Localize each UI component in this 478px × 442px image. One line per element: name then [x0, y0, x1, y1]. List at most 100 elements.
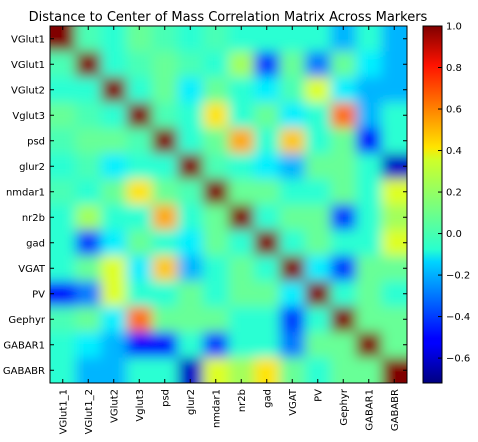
y-tick-label: VGAT	[18, 264, 46, 275]
y-tick-label: nmdar1	[6, 187, 45, 198]
heatmap-cell	[126, 102, 153, 129]
heatmap-cell	[356, 255, 382, 282]
heatmap-cell	[305, 179, 331, 205]
heatmap-cell	[279, 332, 306, 358]
heatmap-cell	[254, 357, 280, 383]
heatmap-cell	[330, 357, 357, 383]
colorbar-tick-label: 0.4	[446, 146, 462, 157]
heatmap-cell	[381, 128, 407, 154]
heatmap-cell	[330, 204, 357, 231]
x-tick-label: psd	[160, 389, 171, 407]
heatmap-cell	[126, 179, 153, 205]
heatmap-cell	[305, 230, 331, 256]
heatmap-cell	[177, 102, 204, 129]
heatmap-cell	[254, 153, 280, 180]
heatmap-cell	[50, 204, 76, 231]
heatmap-cell	[305, 204, 331, 231]
heatmap-cell	[101, 204, 127, 231]
heatmap-cell	[381, 102, 407, 129]
heatmap-cell	[203, 230, 229, 256]
heatmap-cell	[203, 51, 229, 78]
heatmap-cell	[279, 51, 306, 78]
heatmap-cell	[152, 332, 178, 358]
heatmap-cell	[279, 153, 306, 180]
heatmap-cell	[228, 306, 255, 333]
heatmap-cell	[330, 332, 357, 358]
heatmap-cell	[101, 179, 127, 205]
heatmap-cell	[50, 255, 76, 282]
heatmap-cell	[101, 332, 127, 358]
heatmap-cell	[228, 281, 255, 307]
heatmap-cell	[279, 281, 306, 307]
heatmap-cell	[330, 26, 357, 52]
heatmap-cell	[356, 51, 382, 78]
heatmap-cell	[203, 77, 229, 103]
heatmap-cell	[126, 153, 153, 180]
heatmap-cell	[228, 204, 255, 231]
heatmap-cell	[126, 204, 153, 231]
heatmap-cell	[356, 26, 382, 52]
heatmap-cell	[177, 357, 204, 383]
heatmap-cell	[381, 332, 407, 358]
heatmap-cell	[126, 230, 153, 256]
heatmap-cell	[75, 306, 102, 333]
heatmap-cell	[254, 332, 280, 358]
heatmap-cell	[203, 128, 229, 154]
colorbar: 1.0 0.8 0.6 0.4 0.2 0.0 −0.2 −0.4 −0.6	[422, 22, 470, 384]
heatmap-cell	[75, 102, 102, 129]
heatmap-cell	[356, 179, 382, 205]
colorbar-gradient	[423, 26, 442, 383]
y-tick-label: VGlut1	[11, 34, 45, 45]
heatmap-cell	[356, 306, 382, 333]
heatmap-cell	[75, 230, 102, 256]
heatmap-cell	[177, 153, 204, 180]
heatmap-cell	[279, 179, 306, 205]
heatmap-cell	[228, 102, 255, 129]
heatmap-cell	[203, 102, 229, 129]
heatmap-cell	[50, 332, 76, 358]
heatmap-cell	[330, 230, 357, 256]
heatmap-cell	[75, 204, 102, 231]
heatmap-cell	[279, 357, 306, 383]
x-tick-label: nmdar1	[211, 389, 222, 428]
heatmap-cell	[75, 153, 102, 180]
heatmap-cell	[177, 204, 204, 231]
heatmap-cell	[203, 332, 229, 358]
heatmap-cell	[330, 306, 357, 333]
y-tick-label: glur2	[19, 162, 45, 173]
heatmap-cell	[228, 26, 255, 52]
heatmap-cell	[101, 357, 127, 383]
heatmap-cell	[356, 357, 382, 383]
colorbar-tick-label: 0.2	[446, 188, 462, 199]
heatmap-cell	[75, 332, 102, 358]
heatmap-cell	[228, 77, 255, 103]
heatmap-cell	[381, 26, 407, 52]
heatmap-cell	[152, 179, 178, 205]
heatmap-cell	[101, 51, 127, 78]
heatmap-cell	[381, 357, 407, 383]
heatmap-cell	[50, 102, 76, 129]
heatmap-cell	[152, 204, 178, 231]
colorbar-tick-label: 0.6	[446, 105, 462, 116]
heatmap-cell	[254, 306, 280, 333]
heatmap-cell	[254, 179, 280, 205]
y-tick-label: VGlut1	[11, 60, 45, 71]
heatmap-cell	[101, 230, 127, 256]
x-tick-label: GABABR	[390, 389, 401, 431]
heatmap-cell	[152, 128, 178, 154]
heatmap-cell	[75, 281, 102, 307]
heatmap-cell	[101, 255, 127, 282]
heatmap-cell	[228, 51, 255, 78]
colorbar-tick-label: 1.0	[446, 22, 462, 33]
heatmap-cell	[228, 255, 255, 282]
x-tick-label: VGlut1_1	[58, 389, 69, 434]
x-axis: VGlut1_1 VGlut1_2 VGlut2 Vglut3 psd glur2 nmda…	[58, 26, 401, 434]
heatmap-cell	[279, 102, 306, 129]
x-tick-label: PV	[313, 389, 324, 402]
heatmap-cell	[177, 51, 204, 78]
heatmap-cell	[228, 230, 255, 256]
heatmap-cell	[381, 281, 407, 307]
colorbar-tick-label: 0.0	[446, 229, 462, 240]
heatmap-cell	[228, 357, 255, 383]
y-axis: VGlut1 VGlut1 VGlut2 Vglut3 psd glur2 nmdar1 nr…	[3, 34, 407, 377]
